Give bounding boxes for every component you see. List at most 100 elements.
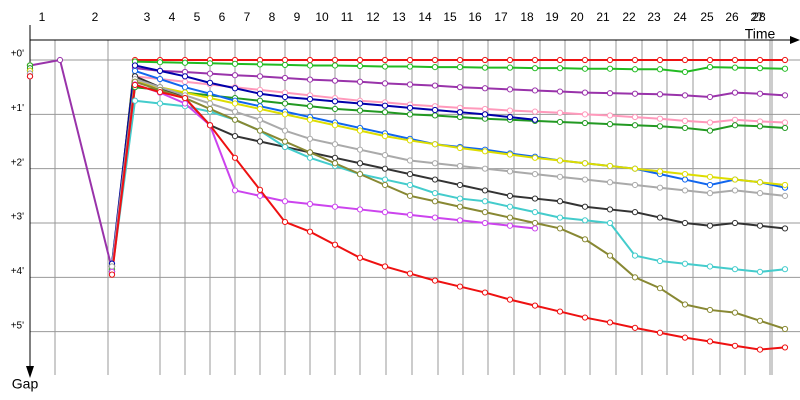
data-point [206, 60, 214, 67]
data-point [181, 73, 189, 80]
data-point [606, 252, 614, 259]
data-point [456, 203, 464, 210]
data-point [681, 187, 689, 194]
x-tick-label: 6 [219, 10, 226, 24]
data-point [756, 346, 764, 353]
x-tick-label: 4 [169, 10, 176, 24]
x-tick-label: 12 [366, 10, 380, 24]
series-line [111, 64, 536, 264]
data-point [481, 209, 489, 216]
data-point [406, 270, 414, 277]
data-point [781, 266, 789, 273]
data-point [281, 100, 289, 107]
data-point [181, 100, 189, 107]
data-point [281, 198, 289, 205]
data-point [756, 56, 764, 64]
data-point [406, 111, 414, 118]
data-point [281, 61, 289, 69]
data-point [381, 165, 389, 172]
data-point [581, 176, 589, 183]
x-tick-label: 21 [596, 10, 610, 24]
data-point [581, 119, 589, 127]
data-point [656, 285, 664, 292]
data-point [731, 309, 739, 316]
data-point [306, 56, 314, 64]
data-point [256, 138, 264, 145]
data-point [706, 181, 714, 189]
data-point [281, 127, 289, 134]
data-point [256, 90, 264, 97]
data-point [206, 79, 214, 86]
data-point [781, 181, 789, 189]
data-point [156, 88, 164, 96]
data-point [431, 214, 439, 221]
data-point [706, 63, 714, 71]
data-point [281, 138, 289, 145]
data-point [281, 74, 289, 82]
data-point [706, 127, 714, 134]
data-point [531, 302, 539, 309]
data-point [706, 173, 714, 180]
x-tick-label: 19 [545, 10, 559, 24]
data-point [656, 184, 664, 191]
data-point [781, 192, 789, 199]
data-point [381, 80, 389, 87]
data-point [331, 77, 339, 84]
x-tick-label: 5 [194, 10, 201, 24]
data-point [531, 225, 539, 232]
data-point [606, 162, 614, 170]
data-point [381, 132, 389, 140]
data-point [181, 84, 189, 91]
y-axis-label: Gap [12, 376, 39, 392]
series-line [111, 74, 786, 267]
x-tick-label: 24 [673, 10, 687, 24]
data-point [281, 111, 289, 118]
data-point [531, 154, 539, 161]
data-point [681, 56, 689, 64]
data-point [656, 91, 664, 98]
data-point [431, 106, 439, 114]
data-point [706, 263, 714, 270]
data-point [756, 123, 764, 130]
data-point [356, 107, 364, 114]
data-point [606, 206, 614, 213]
data-point [531, 209, 539, 216]
data-point [506, 113, 514, 121]
series-line [111, 83, 536, 273]
data-point [481, 105, 489, 113]
data-point [606, 112, 614, 119]
data-point [731, 116, 739, 123]
data-point [581, 111, 589, 118]
data-point [681, 171, 689, 178]
data-point [256, 116, 264, 123]
data-point [756, 190, 764, 197]
data-point [331, 141, 339, 148]
data-point [531, 195, 539, 202]
data-point [206, 94, 214, 102]
data-point [531, 56, 539, 64]
data-point [631, 252, 639, 259]
data-point [506, 192, 514, 199]
data-point [681, 334, 689, 341]
data-point [506, 86, 514, 93]
data-point [656, 66, 664, 73]
data-point [731, 56, 739, 64]
x-tick-label: 8 [269, 10, 276, 24]
data-point [406, 211, 414, 218]
data-point [756, 179, 764, 186]
data-point [356, 254, 364, 261]
data-point [631, 113, 639, 121]
data-point [331, 154, 339, 161]
data-point [481, 56, 489, 64]
data-point [356, 146, 364, 153]
data-point [56, 56, 64, 64]
series-line [111, 60, 786, 270]
data-point [506, 214, 514, 221]
data-point [206, 122, 214, 129]
series-line [111, 83, 786, 351]
data-point [256, 61, 264, 68]
data-point [681, 68, 689, 76]
data-point [356, 100, 364, 107]
data-point [431, 56, 439, 64]
data-point [506, 64, 514, 71]
